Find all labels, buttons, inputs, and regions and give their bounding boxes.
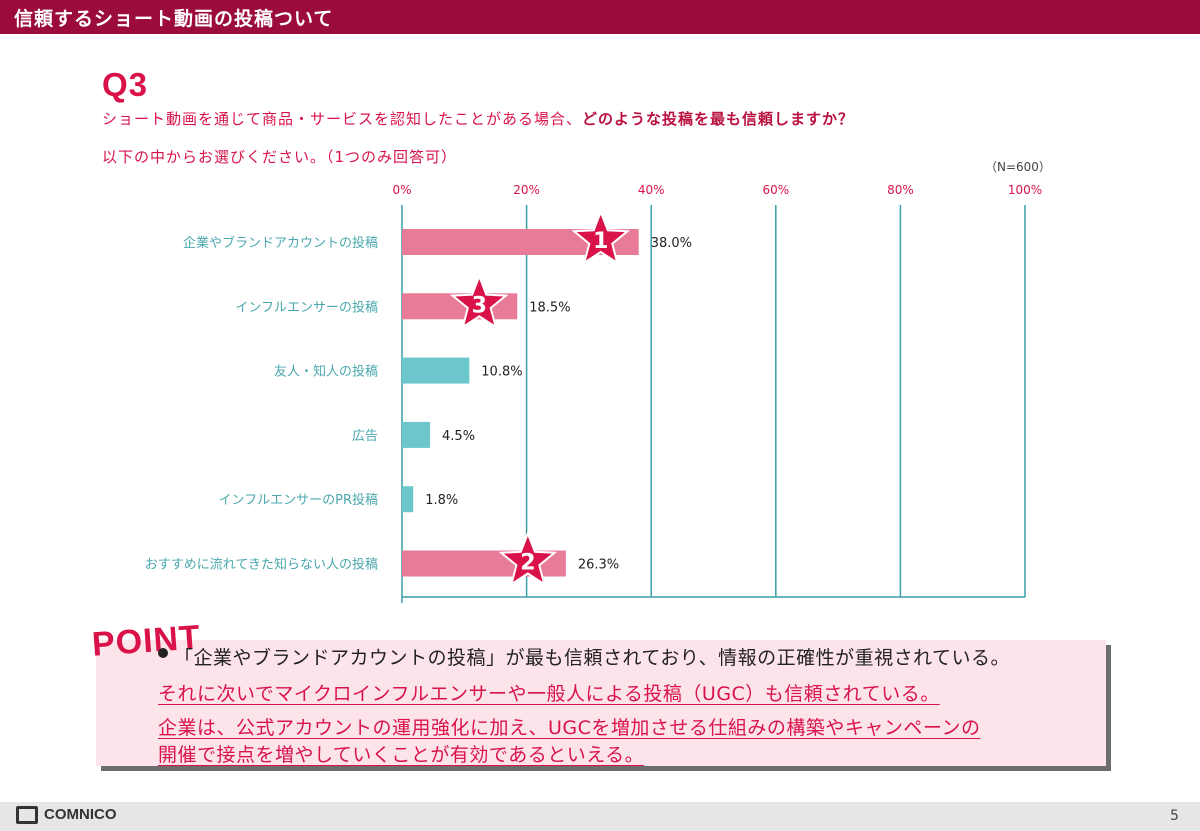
rank-star-icon: [449, 273, 509, 330]
question-instruction: 以下の中からお選びください。（1つのみ回答可）: [102, 148, 458, 166]
value-label: 38.0%: [651, 236, 692, 251]
value-label: 18.5%: [529, 300, 570, 315]
sample-size: （N=600）: [985, 160, 1051, 174]
footer-bar: [0, 802, 1200, 831]
question-text-normal: ショート動画を通じて商品・サービスを認知したことがある場合、: [102, 110, 583, 128]
value-label: 26.3%: [578, 558, 619, 573]
question-text-strong: どのような投稿を最も信頼しますか？: [582, 110, 855, 128]
rank-number: 1: [593, 229, 608, 254]
comnico-logo-icon: [16, 806, 38, 824]
page-title: 信頼するショート動画の投稿ついて: [14, 8, 334, 30]
x-tick-label: 0%: [392, 183, 411, 197]
category-label: 企業やブランドアカウントの投稿: [183, 235, 378, 251]
page-number: 5: [1170, 808, 1179, 824]
brand-logo: COMNICO: [44, 806, 117, 823]
value-label: 10.8%: [481, 365, 522, 380]
rank-star-icon: [498, 530, 558, 587]
bar: [402, 421, 431, 448]
rank-number: 2: [520, 551, 535, 576]
point-line-2: それに次いでマイクロインフルエンサーや一般人による投稿（UGC）も信頼されている…: [158, 683, 940, 705]
question-text: ショート動画を通じて商品・サービスを認知したことがある場合、どのような投稿を最も…: [102, 108, 854, 129]
question-number: Q3: [102, 66, 149, 103]
category-label: インフルエンサーのPR投稿: [219, 492, 378, 508]
x-tick-label: 80%: [887, 183, 914, 197]
rank-star-icon: [571, 209, 631, 265]
rank-number: 3: [472, 293, 487, 318]
bullet-icon: [158, 648, 168, 658]
category-label: インフルエンサーの投稿: [235, 299, 378, 315]
category-label: 広告: [352, 429, 378, 444]
x-tick-label: 40%: [638, 183, 665, 197]
x-tick-label: 60%: [762, 183, 789, 197]
value-label: 1.8%: [425, 493, 458, 508]
header-bar: 信頼するショート動画の投稿ついて: [0, 0, 1200, 34]
bar: [402, 357, 470, 384]
x-tick-label: 20%: [513, 183, 540, 197]
bar: [402, 486, 414, 513]
category-label: おすすめに流れてきた知らない人の投稿: [145, 557, 378, 573]
x-tick-label: 100%: [1008, 183, 1042, 197]
point-line-1: 「企業やブランドアカウントの投稿」が最も信頼されており、情報の正確性が重視されて…: [174, 647, 1011, 669]
value-label: 4.5%: [442, 429, 475, 444]
bar-chart: 0% 20% 40% 60% 80% 100% 企業やブランドアカウントの投稿 38.0% 1 イ…: [145, 183, 1042, 603]
category-label: 友人・知人の投稿: [274, 364, 378, 380]
point-line-4: 開催で接点を増やしていくことが有効であるといえる。: [158, 744, 645, 766]
point-box: [96, 640, 1106, 766]
point-line-3: 企業は、公式アカウントの運用強化に加え、UGCを増加させる仕組みの構築やキャンペ…: [158, 717, 981, 739]
